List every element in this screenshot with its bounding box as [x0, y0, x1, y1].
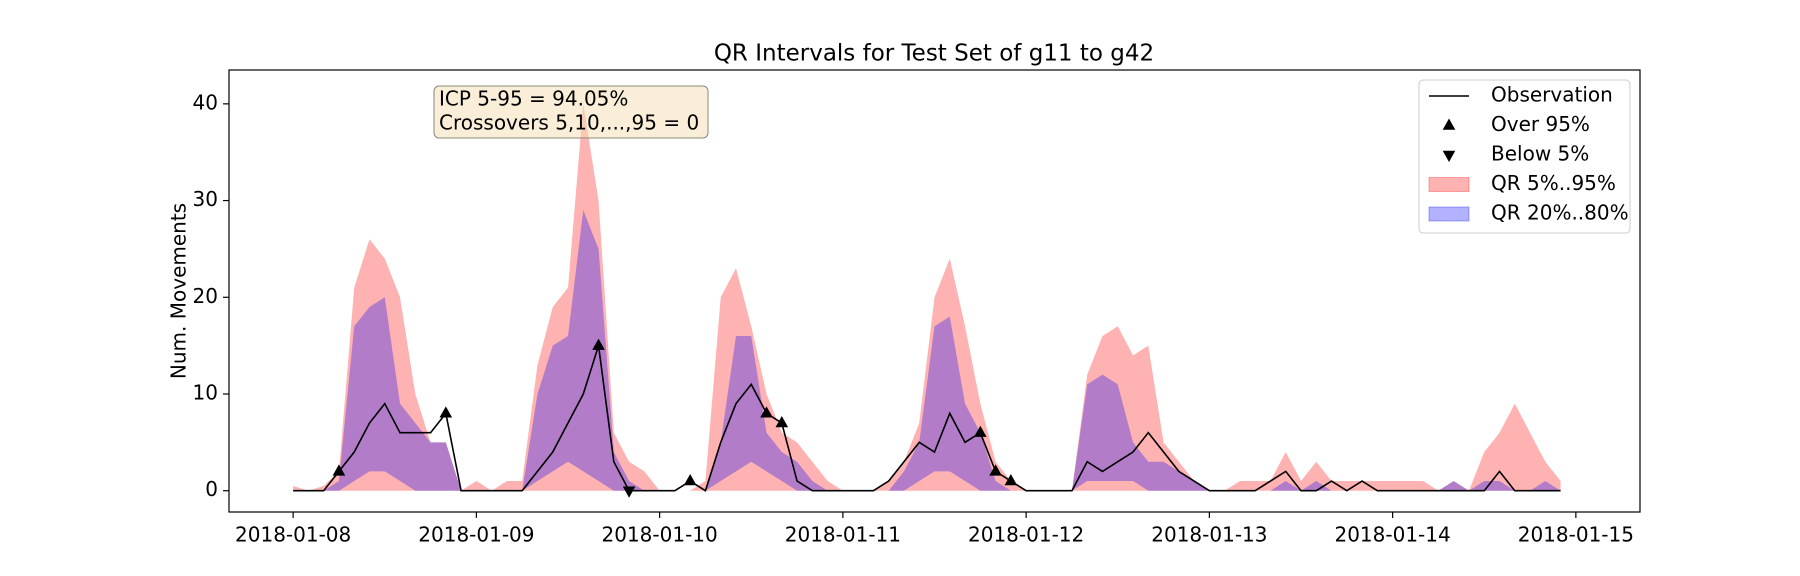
y-axis-label: Num. Movements — [167, 203, 191, 379]
legend-patch — [1428, 177, 1470, 192]
observation-line — [293, 345, 1561, 492]
annotation-text: ICP 5-95 = 94.05% — [439, 87, 628, 111]
x-tick-label: 2018-01-09 — [418, 523, 534, 547]
y-tick-label: 20 — [193, 284, 218, 308]
x-tick-label: 2018-01-13 — [1151, 523, 1267, 547]
legend-box — [1418, 79, 1631, 234]
over-marker — [592, 338, 605, 350]
over-marker — [974, 425, 987, 437]
quantile-band — [293, 210, 1561, 491]
legend-label: Observation — [1491, 83, 1613, 107]
over-marker — [989, 464, 1002, 476]
x-tick-label: 2018-01-14 — [1334, 523, 1450, 547]
chart-title: QR Intervals for Test Set of g11 to g42 — [714, 41, 1154, 67]
over-marker — [775, 416, 789, 428]
over-marker — [760, 406, 773, 418]
x-tick-label: 2018-01-15 — [1518, 523, 1634, 547]
plot-frame — [228, 69, 1641, 513]
annotation-text: Crossovers 5,10,...,95 = 0 — [439, 111, 699, 135]
legend-label: Over 95% — [1491, 112, 1590, 136]
y-tick-label: 40 — [193, 90, 218, 114]
legend-marker — [1442, 150, 1456, 162]
annotation-box — [433, 85, 709, 139]
under-marker — [622, 486, 636, 498]
over-marker — [332, 464, 346, 476]
x-tick-label: 2018-01-11 — [785, 523, 901, 547]
quantile-band — [293, 103, 1561, 491]
over-marker — [1004, 474, 1018, 486]
legend-patch — [1428, 206, 1470, 222]
y-tick-label: 30 — [193, 187, 218, 211]
plot-area — [293, 103, 1561, 498]
legend-label: QR 5%..95% — [1491, 171, 1616, 195]
y-tick-label: 0 — [205, 477, 218, 501]
over-marker — [683, 474, 697, 486]
x-tick-label: 2018-01-12 — [968, 523, 1084, 547]
y-tick-label: 10 — [193, 381, 218, 405]
x-tick-label: 2018-01-08 — [235, 523, 351, 547]
over-marker — [439, 406, 453, 418]
legend-label: Below 5% — [1491, 142, 1589, 166]
x-tick-label: 2018-01-10 — [602, 523, 718, 547]
legend-marker — [1442, 118, 1456, 130]
legend-label: QR 20%..80% — [1491, 201, 1629, 225]
